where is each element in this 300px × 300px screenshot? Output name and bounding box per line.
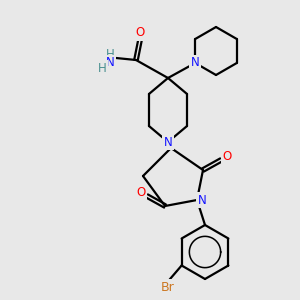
Text: O: O	[136, 185, 146, 199]
Text: H: H	[98, 61, 106, 74]
Text: N: N	[164, 136, 172, 148]
Text: O: O	[222, 149, 232, 163]
Text: N: N	[106, 56, 114, 70]
Text: O: O	[135, 26, 145, 40]
Text: H: H	[106, 47, 114, 61]
Text: Br: Br	[161, 281, 175, 294]
Text: N: N	[198, 194, 206, 206]
Text: N: N	[191, 56, 200, 70]
